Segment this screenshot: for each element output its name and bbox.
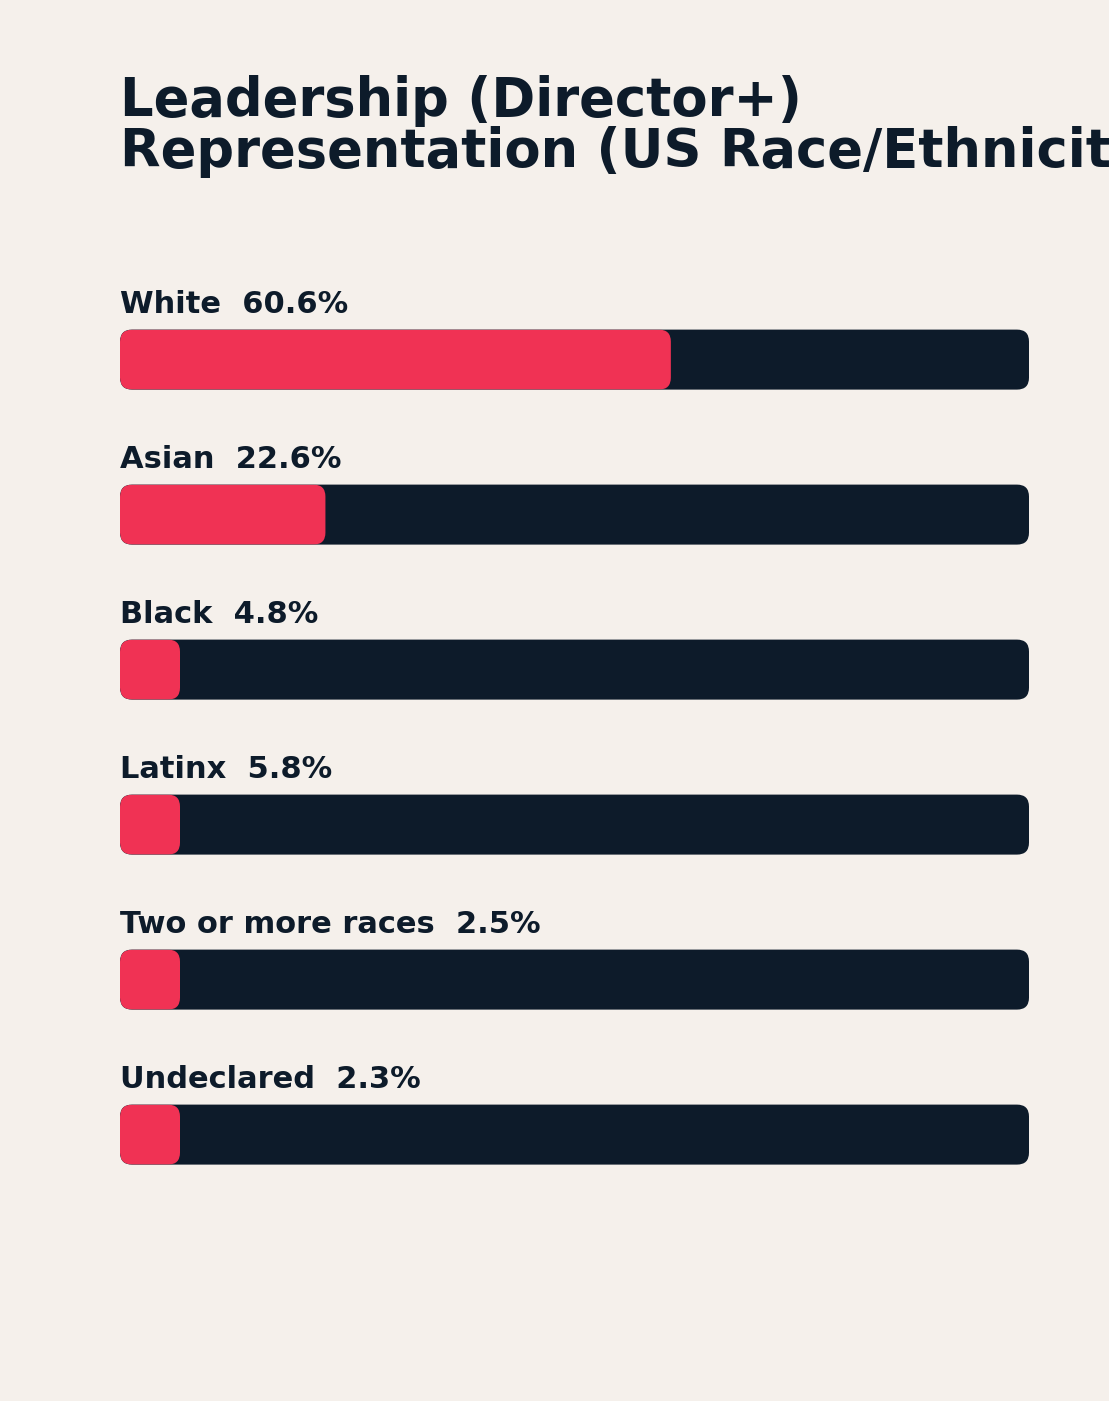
- Text: Latinx  5.8%: Latinx 5.8%: [120, 755, 333, 785]
- FancyBboxPatch shape: [120, 1104, 180, 1164]
- Text: Asian  22.6%: Asian 22.6%: [120, 446, 342, 474]
- FancyBboxPatch shape: [120, 329, 671, 389]
- FancyBboxPatch shape: [120, 485, 325, 545]
- Text: Representation (US Race/Ethnicity): Representation (US Race/Ethnicity): [120, 126, 1109, 178]
- FancyBboxPatch shape: [120, 640, 1029, 699]
- FancyBboxPatch shape: [120, 640, 180, 699]
- FancyBboxPatch shape: [120, 329, 1029, 389]
- FancyBboxPatch shape: [120, 794, 1029, 855]
- Text: Two or more races  2.5%: Two or more races 2.5%: [120, 911, 540, 939]
- Text: Undeclared  2.3%: Undeclared 2.3%: [120, 1065, 420, 1094]
- Text: Leadership (Director+): Leadership (Director+): [120, 76, 802, 127]
- FancyBboxPatch shape: [120, 794, 180, 855]
- FancyBboxPatch shape: [120, 950, 180, 1010]
- Text: Black  4.8%: Black 4.8%: [120, 600, 318, 629]
- Text: White  60.6%: White 60.6%: [120, 290, 348, 319]
- FancyBboxPatch shape: [120, 950, 1029, 1010]
- FancyBboxPatch shape: [120, 1104, 1029, 1164]
- FancyBboxPatch shape: [120, 485, 1029, 545]
